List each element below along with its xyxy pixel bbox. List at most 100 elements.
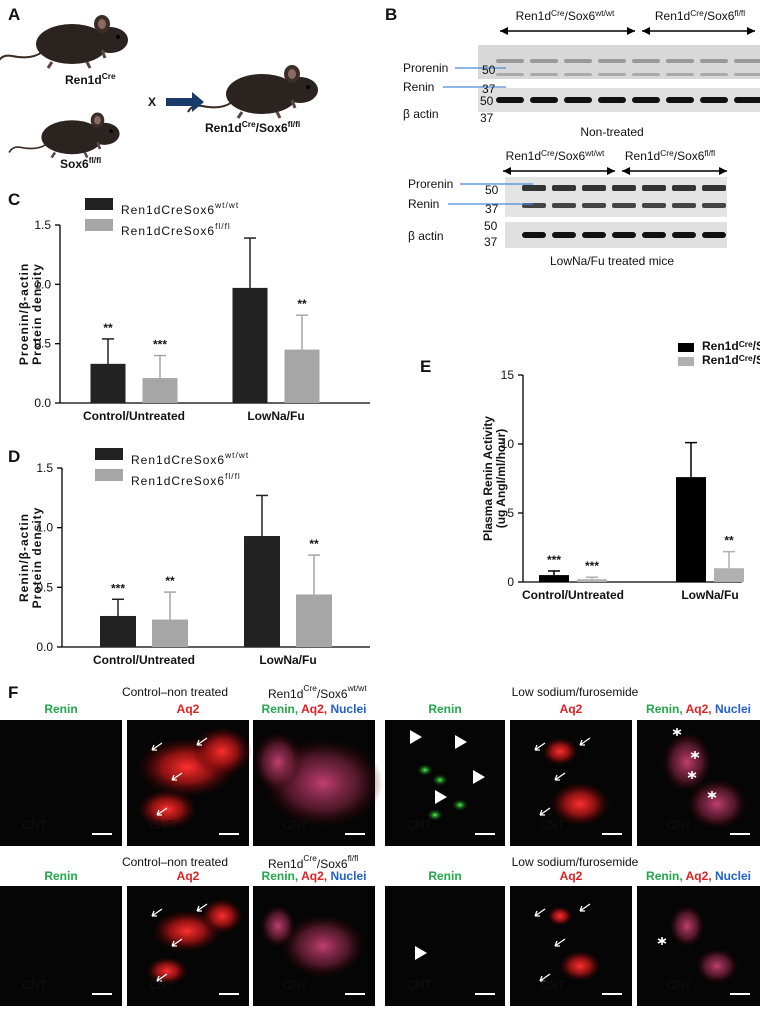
superscript: Cre [551,8,565,18]
band [734,59,760,63]
panel-label: C [8,190,20,209]
y-tick-label: 1.5 [36,461,53,475]
image-label-part: Renin [44,702,77,716]
arrow-marker [539,807,551,816]
micrograph [0,886,122,1006]
band [530,97,558,103]
y-axis-label: Protein density [30,263,44,365]
bar [90,363,126,403]
stain [192,726,252,777]
y-tick-label: 0.0 [34,396,51,410]
bar [296,594,332,647]
asterisk [672,728,682,736]
stain [281,914,365,978]
cnt-label: CNT [149,978,174,992]
image-label-part: Aq2, [686,702,715,716]
text-part: Ren1dCreSox6 [121,203,215,217]
arrowhead-marker [410,730,422,744]
band-label: Renin [403,80,434,94]
y-tick-label: 1.0 [34,277,51,291]
image-label-part: Aq2, [301,702,330,716]
superscript: Cre [303,683,317,693]
band [522,232,546,238]
image-label: Renin, Aq2, Nuclei [262,869,367,883]
stain [260,905,296,947]
arrow-marker [539,973,551,982]
band [702,232,726,238]
text-part: /Sox6 [565,9,596,23]
band [734,73,760,76]
superscript: wt/wt [594,8,615,18]
micrograph [637,886,760,1006]
image-label: Aq2 [177,702,200,716]
y-tick-label: 10 [501,437,515,451]
genotype-label: Ren1dCre [65,71,116,87]
image-label-part: Nuclei [715,869,751,883]
band [496,73,524,76]
asterisk [690,751,700,759]
row-heading: Control–non treated [122,685,228,699]
image-label-part: Aq2 [560,702,583,716]
text-part: Ren1d [655,9,690,23]
bar [232,287,268,403]
stain [662,732,712,792]
arrow-marker [171,938,183,947]
y-tick-label: 15 [501,368,515,382]
genotype-label: Sox6fl/fl [60,155,101,171]
band [496,97,524,103]
y-axis-label: Renin/β-actin [17,513,31,602]
stain [542,737,578,766]
band [700,73,728,76]
bar [142,378,178,403]
band [666,97,694,103]
image-label: Renin [428,702,461,716]
band [632,59,660,63]
cnt-label: CNT [22,818,47,832]
stain [253,732,303,792]
band-label: Prorenin [408,177,453,191]
stain [427,809,443,821]
superscript: Cre [660,148,674,158]
arrowhead-marker [435,790,447,804]
band [700,59,728,63]
stain [547,906,573,926]
micrograph [510,886,632,1006]
x-tick-label: Control/Untreated [83,409,185,423]
bar [152,619,188,647]
marker-size: 50 [484,219,498,233]
text-part: Ren1d [268,687,303,701]
superscript: wt/wt [214,200,239,210]
stain [559,950,601,982]
image-label: Renin, Aq2, Nuclei [262,702,367,716]
band [700,97,728,103]
cnt-label: CNT [667,978,692,992]
text-part: Ren1d [702,339,739,353]
band [702,185,726,191]
marker-size: 37 [482,82,496,96]
arrow-marker [579,737,591,746]
image-label-part: Renin, [646,869,686,883]
bar [244,536,280,647]
band [598,97,626,103]
blot-caption: Non-treated [580,125,643,139]
arrow-marker [156,973,168,982]
micrograph [0,720,122,846]
image-label: Aq2 [560,869,583,883]
band [642,185,666,191]
significance: ** [724,534,734,548]
legend-label: Ren1dCreSox6wt/wt [131,450,249,467]
significance: ** [165,574,175,588]
blot-caption: LowNa/Fu treated mice [550,254,674,268]
text-part: Ren1d [516,9,551,23]
band [612,185,636,191]
band [672,232,696,238]
band [552,203,576,208]
superscript: Cre [541,148,555,158]
text-part: Ren1d [65,73,102,87]
superscript: fl/fl [215,221,231,231]
image-label: Renin, Aq2, Nuclei [646,869,751,883]
band [672,203,696,208]
image-label-part: Renin, [646,702,686,716]
row-heading: Low sodium/furosemide [512,855,639,869]
